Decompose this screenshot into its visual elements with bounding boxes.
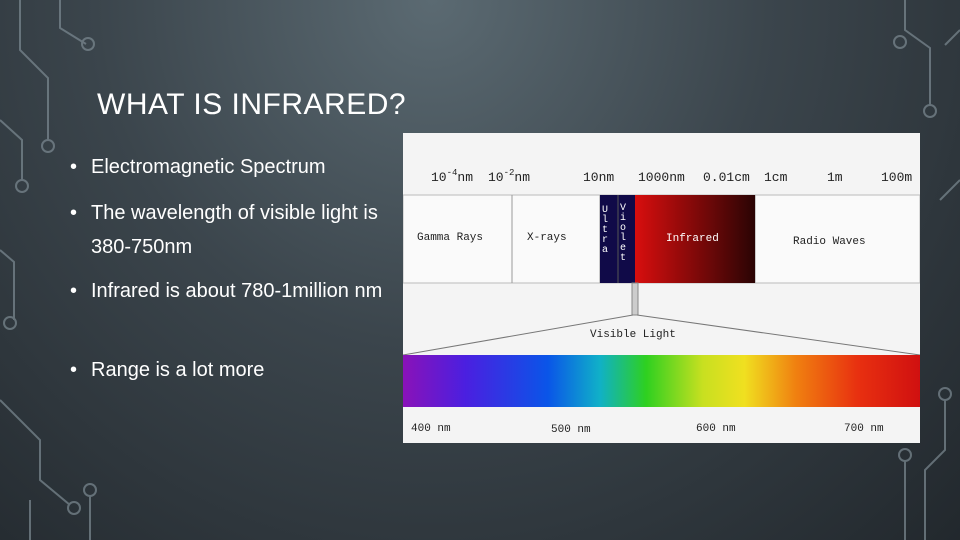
bullet: The wavelength of visible light is 380-7… xyxy=(70,196,390,264)
scale-label: 1000nm xyxy=(638,170,685,185)
text: Electromagnetic Spectrum xyxy=(91,156,326,178)
scale-label: 1m xyxy=(827,170,843,185)
scale-label: 1cm xyxy=(764,170,788,185)
scale-label: 10-4nm xyxy=(431,168,473,185)
text: Range is a lot more xyxy=(91,359,265,381)
band-label: X-rays xyxy=(527,232,567,244)
bullet: Range is a lot more xyxy=(70,353,390,387)
band-label: Gamma Rays xyxy=(417,232,483,244)
visible-scale-label: 400 nm xyxy=(411,423,451,435)
visible-scale-label: 700 nm xyxy=(844,423,884,435)
text: nm xyxy=(457,170,473,185)
bullet: Infrared is about 780-1million nm xyxy=(70,274,415,308)
text: The wavelength of visible light is 380-7… xyxy=(91,202,378,258)
title: WHAT IS INFRARED? xyxy=(97,88,407,121)
text: -4 xyxy=(447,168,458,178)
band-label: Infrared xyxy=(666,233,719,245)
band-label: Radio Waves xyxy=(793,236,866,248)
text: 10 xyxy=(431,170,447,185)
visible-spectrum xyxy=(403,355,920,407)
text: nm xyxy=(514,170,530,185)
band-label: Violet xyxy=(618,203,629,263)
visible-expansion xyxy=(403,314,920,356)
bullet: Electromagnetic Spectrum xyxy=(70,150,390,184)
visible-label: Visible Light xyxy=(590,329,676,341)
band-label: Ultra xyxy=(600,205,611,255)
scale-label: 100m xyxy=(881,170,912,185)
text: -2 xyxy=(504,168,515,178)
spectrum-diagram: 10-4nm 10-2nm 10nm 1000nm 0.01cm 1cm 1m … xyxy=(403,133,920,443)
scale-label: 10-2nm xyxy=(488,168,530,185)
visible-scale-label: 500 nm xyxy=(551,424,591,436)
infrared-band xyxy=(635,195,755,283)
scale-label: 0.01cm xyxy=(703,170,750,185)
text: Infrared is about 780-1million nm xyxy=(91,280,383,302)
text: 10 xyxy=(488,170,504,185)
visible-scale-label: 600 nm xyxy=(696,423,736,435)
scale-label: 10nm xyxy=(583,170,614,185)
visible-pointer xyxy=(631,282,639,316)
